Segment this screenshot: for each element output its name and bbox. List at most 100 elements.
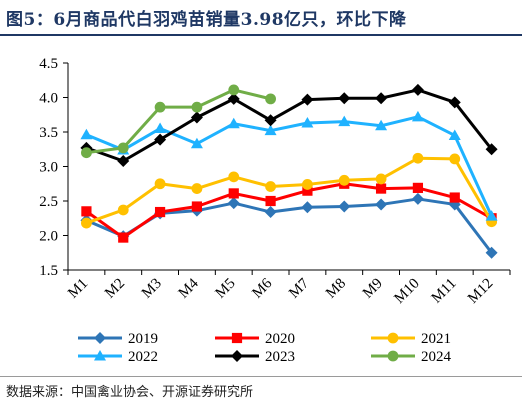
data-point-2020-M5 (228, 188, 239, 199)
data-point-2021-M5 (228, 171, 240, 183)
x-tick-label: M4 (176, 275, 202, 301)
data-point-2024-M2 (117, 142, 129, 154)
data-point-2020-M4 (191, 201, 203, 212)
series-2024 (81, 84, 276, 159)
title-bar: 图5：6月商品代白羽鸡苗销量3.98亿只，环比下降 (0, 0, 522, 36)
legend-marker (94, 350, 106, 361)
legend-label: 2019 (128, 331, 158, 347)
data-point-2020-M10 (412, 182, 424, 193)
x-tick-label: M2 (102, 276, 128, 302)
data-point-2023-M6 (264, 114, 277, 127)
series-line-2019 (85, 197, 493, 254)
series-line-2021 (85, 156, 493, 225)
data-point-2023-M11 (448, 96, 461, 109)
data-point-2020-M11 (449, 192, 460, 203)
data-point-2023-M8 (338, 92, 351, 105)
data-point-2024-M5 (228, 84, 240, 96)
data-point-2019-M12 (485, 246, 498, 259)
data-point-2023-M3 (154, 133, 167, 146)
legend-item-2023: 2023 (215, 349, 295, 365)
data-point-2020-M1 (81, 206, 92, 217)
data-point-2022-M9 (375, 119, 388, 131)
legend-label: 2024 (421, 349, 452, 365)
source-note: 数据来源：中国禽业协会、开源证券研究所 (6, 385, 254, 400)
data-point-2022-M10 (411, 110, 424, 122)
legend-item-2022: 2022 (78, 349, 158, 365)
legend-item-2020: 2020 (215, 331, 295, 347)
data-point-2021-M3 (154, 178, 166, 190)
data-point-2021-M10 (412, 152, 424, 164)
data-point-2022-M1 (80, 128, 93, 140)
data-point-2020-M6 (265, 195, 276, 207)
x-tick-label: M11 (429, 276, 460, 307)
y-tick-label: 1.5 (39, 263, 58, 279)
y-tick-label: 3.0 (39, 160, 58, 176)
data-point-2021-M8 (338, 174, 350, 186)
y-tick-label: 4.5 (39, 56, 58, 72)
source-divider (0, 376, 522, 377)
legend-label: 2020 (265, 331, 295, 347)
x-tick-label: M5 (213, 276, 239, 302)
legend-marker (94, 332, 106, 344)
data-point-2023-M10 (411, 83, 424, 96)
legend-label: 2021 (421, 331, 451, 347)
data-point-2019-M10 (411, 192, 424, 205)
data-point-2022-M8 (338, 115, 351, 127)
series-2023 (80, 83, 498, 167)
y-tick-label: 2.5 (39, 194, 58, 210)
data-point-2023-M12 (485, 143, 498, 156)
series-line-2023 (85, 88, 493, 163)
data-point-2022-M11 (448, 129, 461, 140)
data-point-2021-M1 (81, 217, 92, 229)
x-tick-label: M8 (323, 276, 349, 302)
legend-item-2019: 2019 (78, 331, 158, 347)
legend-item-2021: 2021 (371, 331, 451, 347)
data-point-2022-M12 (485, 210, 498, 221)
data-point-2021-M9 (375, 173, 387, 185)
legend-label: 2022 (128, 349, 158, 365)
x-tick-label: M10 (391, 276, 422, 307)
data-point-2019-M6 (264, 206, 277, 219)
series-2022 (80, 110, 498, 221)
data-point-2020-M2 (118, 232, 129, 243)
data-point-2024-M1 (81, 147, 92, 159)
data-point-2020-M7 (302, 185, 313, 196)
data-point-2019-M8 (338, 200, 351, 213)
legend-item-2024: 2024 (371, 349, 452, 365)
data-point-2021-M11 (449, 153, 461, 165)
x-tick-label: M9 (360, 276, 386, 302)
data-point-2022-M3 (154, 122, 167, 134)
x-tick-label: M1 (65, 276, 91, 302)
data-point-2020-M3 (154, 206, 166, 218)
data-point-2019-M5 (227, 197, 240, 210)
legend-marker (387, 332, 399, 344)
data-point-2023-M2 (117, 154, 130, 167)
data-point-2020-M9 (375, 183, 387, 194)
data-point-2022-M4 (190, 137, 203, 149)
legend-marker (231, 350, 243, 362)
data-point-2023-M9 (375, 92, 388, 105)
y-tick-label: 3.5 (39, 125, 58, 141)
y-tick-label: 2.0 (39, 229, 58, 245)
data-point-2019-M7 (301, 201, 314, 214)
data-point-2021-M2 (117, 204, 129, 216)
data-point-2022-M7 (301, 117, 314, 128)
data-point-2023-M7 (301, 93, 314, 106)
x-tick-label: M12 (465, 276, 496, 307)
legend-marker (387, 350, 399, 362)
legend-label: 2023 (265, 349, 295, 365)
x-tick-label: M6 (249, 275, 275, 301)
series-2019 (80, 192, 498, 259)
series-line-2024 (86, 88, 271, 155)
x-tick-label: M3 (139, 276, 165, 302)
data-point-2024-M6 (265, 93, 276, 105)
legend-marker (231, 332, 243, 344)
x-tick-label: M7 (286, 275, 312, 301)
data-point-2021-M7 (302, 179, 313, 190)
y-tick-label: 4.0 (39, 91, 58, 107)
series-line-2022 (85, 115, 493, 217)
data-point-2024-M3 (154, 101, 166, 113)
data-point-2022-M6 (264, 124, 277, 136)
chart-title: 图5：6月商品代白羽鸡苗销量3.98亿只，环比下降 (6, 10, 407, 30)
